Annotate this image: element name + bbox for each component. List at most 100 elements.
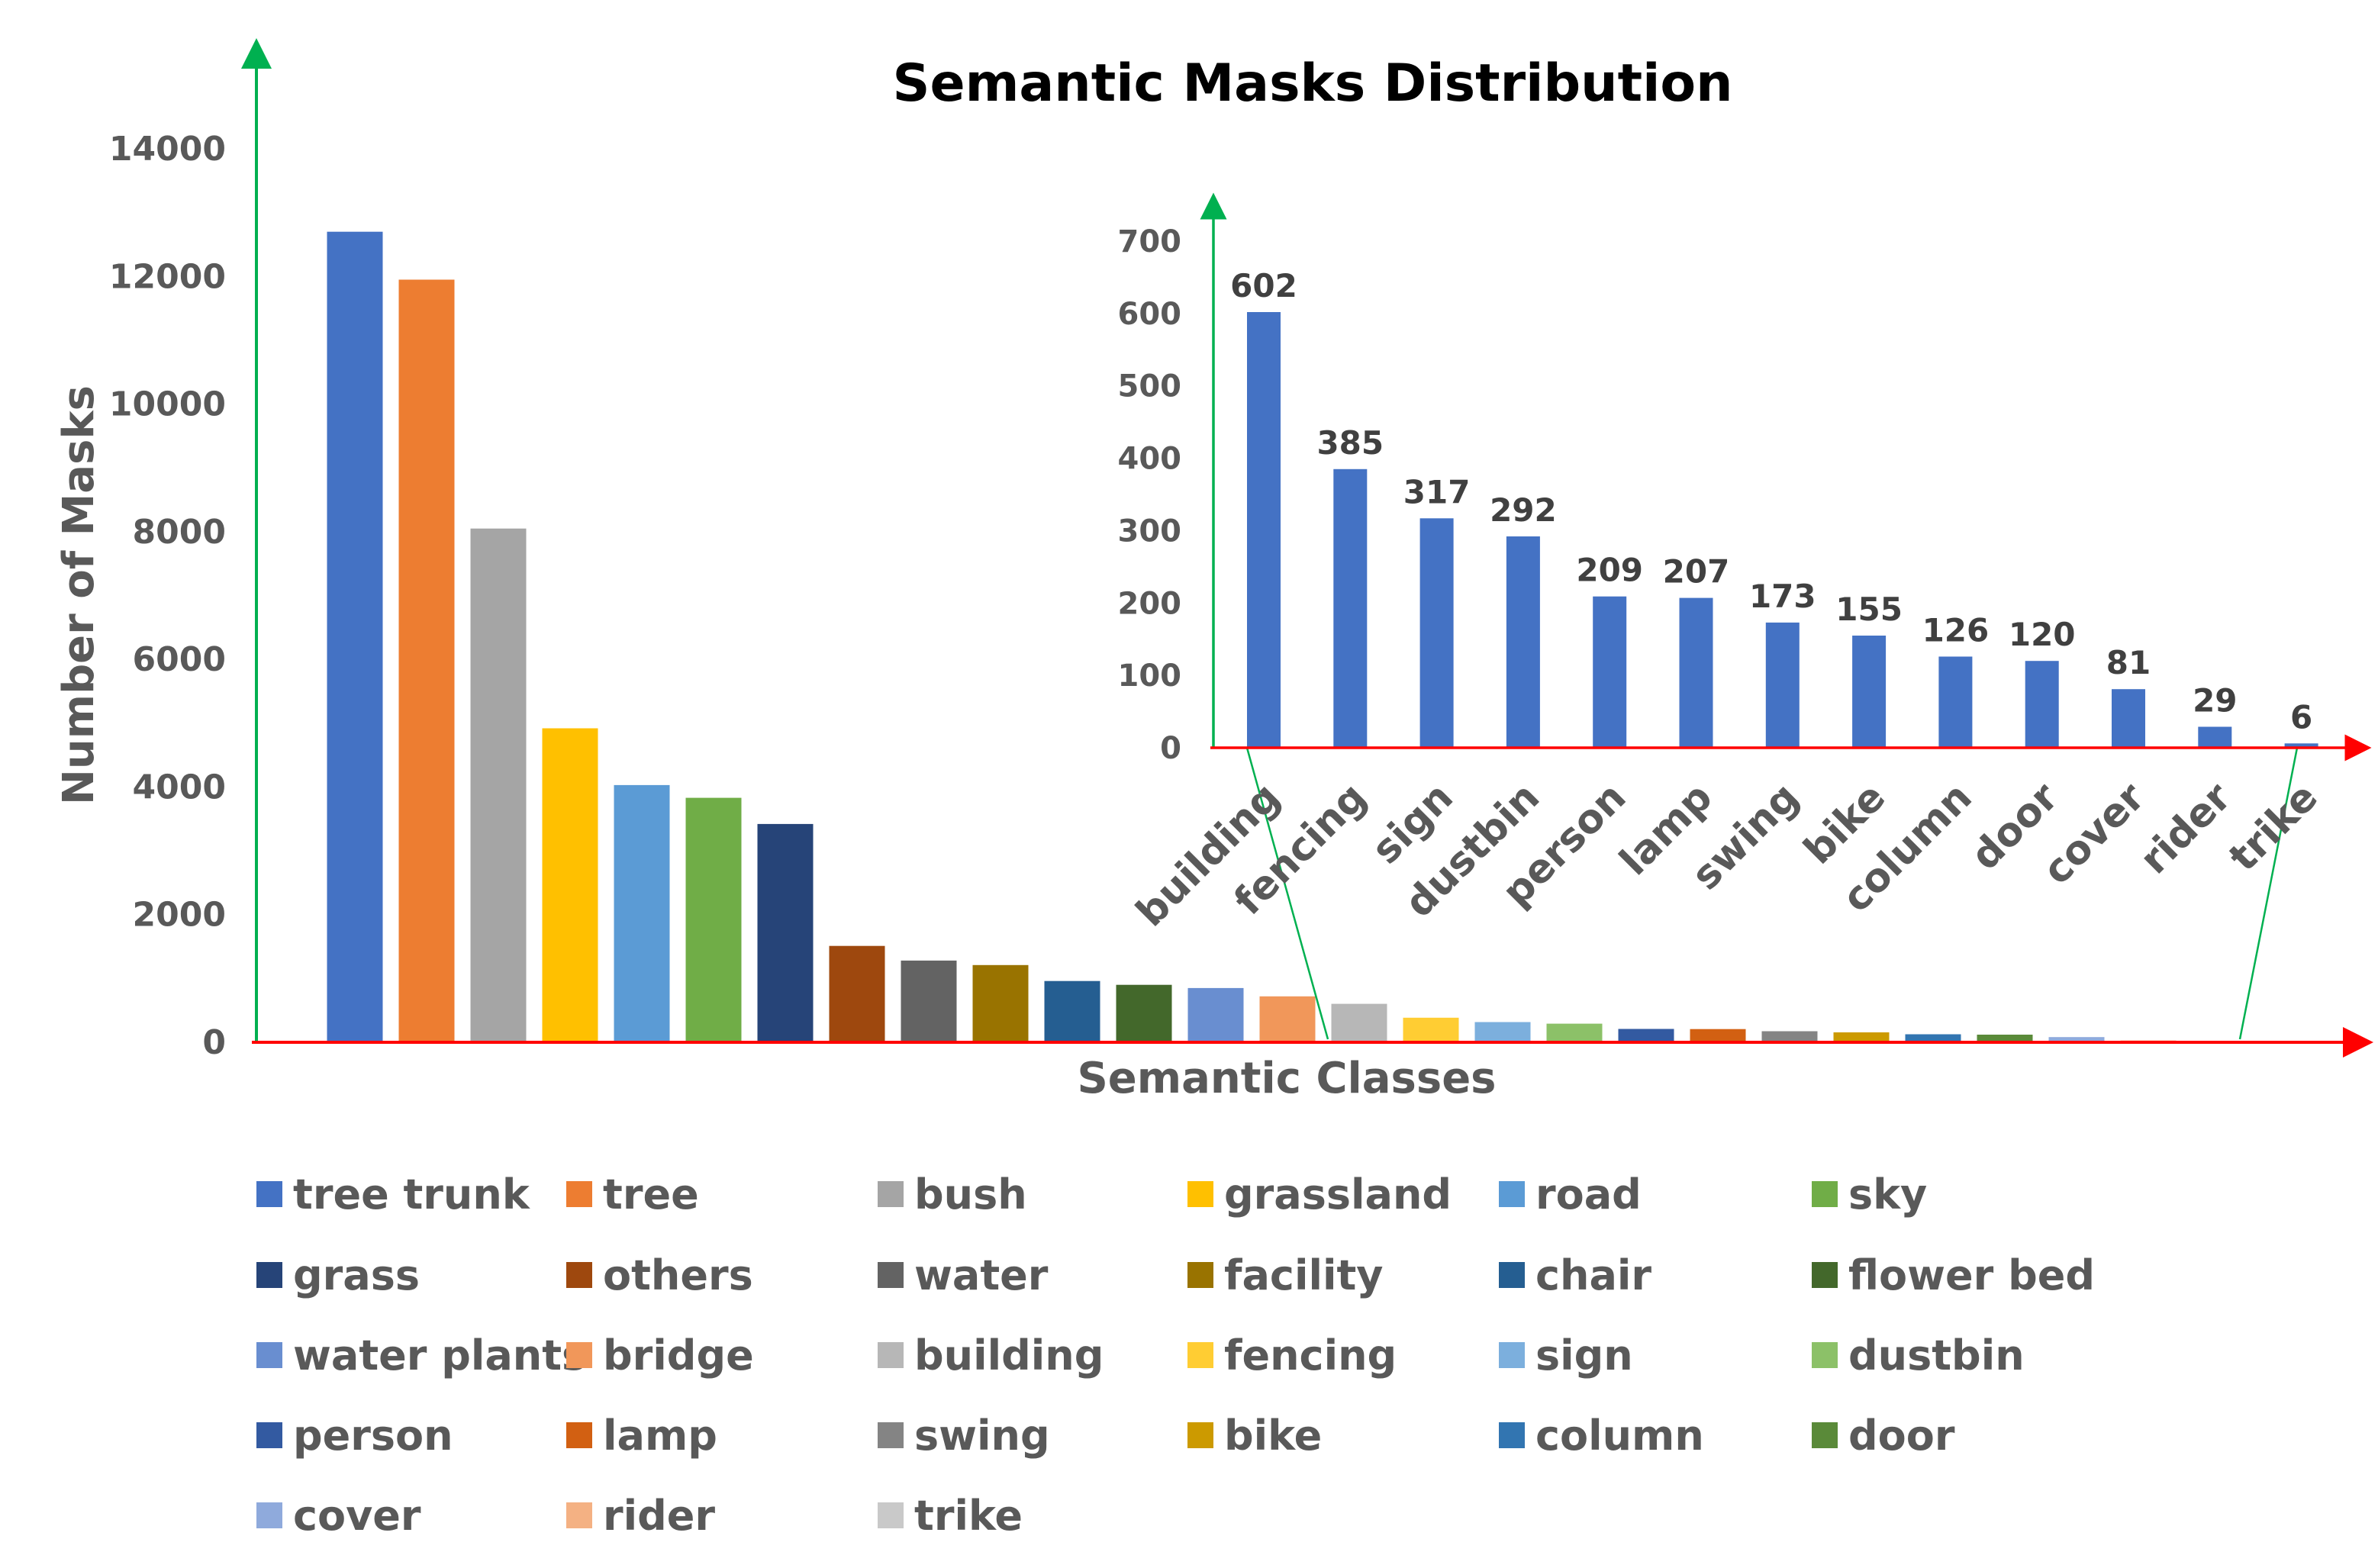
inset-bar bbox=[1679, 597, 1713, 748]
legend-label: bridge bbox=[603, 1331, 754, 1380]
inset-y-tick-label: 300 bbox=[1118, 514, 1182, 549]
inset-data-label: 120 bbox=[2009, 616, 2076, 653]
main-bar bbox=[470, 528, 527, 1042]
inset-y-ticks: 0 100 200 300 400 500 600 700 bbox=[1118, 224, 1182, 766]
main-bar bbox=[829, 945, 885, 1042]
main-bar bbox=[614, 784, 670, 1042]
legend-swatch bbox=[256, 1422, 282, 1448]
legend-label: grassland bbox=[1224, 1170, 1452, 1219]
y-axis-title: Number of Masks bbox=[54, 385, 104, 805]
main-bar bbox=[1259, 996, 1316, 1042]
legend-swatch bbox=[566, 1502, 592, 1528]
y-tick-label: 10000 bbox=[109, 385, 226, 424]
legend-swatch bbox=[1187, 1342, 1213, 1368]
main-bar bbox=[1403, 1017, 1459, 1042]
y-tick-label: 2000 bbox=[133, 896, 226, 935]
legend-swatch bbox=[566, 1181, 592, 1207]
main-bar bbox=[1905, 1034, 1961, 1042]
inset-bar bbox=[1247, 312, 1281, 748]
inset-bars: 602 385 317 292 209 207 173 155 126 120 81 29 6 bbox=[1230, 267, 2318, 748]
legend-swatch bbox=[878, 1342, 904, 1368]
main-bar bbox=[1116, 984, 1172, 1042]
legend-swatch bbox=[878, 1262, 904, 1288]
legend-swatch bbox=[878, 1181, 904, 1207]
inset-data-label: 126 bbox=[1922, 612, 1990, 649]
inset-data-label: 29 bbox=[2193, 682, 2237, 720]
legend-swatch bbox=[1812, 1262, 1838, 1288]
legend-label: road bbox=[1535, 1170, 1642, 1219]
inset-bar bbox=[1852, 636, 1887, 748]
main-bar bbox=[1546, 1023, 1603, 1042]
legend-label: flower bed bbox=[1848, 1251, 2095, 1299]
inset-data-label: 155 bbox=[1835, 591, 1903, 628]
main-bar bbox=[542, 728, 598, 1042]
inset-data-label: 81 bbox=[2106, 644, 2151, 681]
legend-label: building bbox=[914, 1331, 1104, 1380]
y-tick-label: 4000 bbox=[133, 768, 226, 807]
inset-data-label: 207 bbox=[1663, 553, 1730, 591]
main-bars bbox=[327, 231, 2248, 1043]
legend-swatch bbox=[1499, 1181, 1525, 1207]
main-bar bbox=[685, 797, 742, 1042]
y-tick-label: 14000 bbox=[109, 130, 226, 169]
legend-label: tree bbox=[603, 1170, 699, 1219]
legend-label: others bbox=[603, 1251, 753, 1299]
legend-swatch bbox=[1187, 1181, 1213, 1207]
inset-bar bbox=[2198, 726, 2232, 748]
y-tick-label: 6000 bbox=[133, 640, 226, 679]
legend-label: bush bbox=[914, 1170, 1027, 1219]
inset-y-tick-label: 500 bbox=[1118, 369, 1182, 404]
main-bar bbox=[1977, 1035, 2033, 1042]
inset-y-tick-label: 700 bbox=[1118, 224, 1182, 259]
legend-label: bike bbox=[1224, 1412, 1322, 1460]
chart-title: Semantic Masks Distribution bbox=[892, 53, 1732, 114]
legend-swatch bbox=[256, 1342, 282, 1368]
legend-swatch bbox=[566, 1422, 592, 1448]
inset-y-tick-label: 600 bbox=[1118, 297, 1182, 332]
legend-label: chair bbox=[1535, 1251, 1651, 1299]
legend-label: column bbox=[1535, 1412, 1704, 1460]
main-bar bbox=[2048, 1037, 2105, 1042]
inset-bar bbox=[2025, 661, 2059, 748]
inset-y-tick-label: 400 bbox=[1118, 442, 1182, 477]
inset-bar bbox=[1593, 596, 1627, 748]
x-axis-title: Semantic Classes bbox=[1077, 1054, 1496, 1103]
main-bar bbox=[757, 823, 814, 1042]
zoom-connector-right bbox=[2238, 747, 2299, 1040]
legend-label: facility bbox=[1224, 1251, 1384, 1299]
legend-label: sign bbox=[1535, 1331, 1633, 1380]
legend-swatch bbox=[1812, 1342, 1838, 1368]
y-tick-label: 8000 bbox=[133, 513, 226, 552]
legend-label: person bbox=[293, 1412, 453, 1460]
legend-label: dustbin bbox=[1848, 1331, 2025, 1380]
legend-swatch bbox=[566, 1342, 592, 1368]
legend: tree trunk tree bush grassland road sky grass o… bbox=[256, 1170, 2095, 1540]
zoom-connector-left bbox=[1245, 747, 1329, 1040]
inset-bar bbox=[1765, 622, 1800, 748]
main-bar bbox=[1690, 1029, 1746, 1042]
inset-data-label: 209 bbox=[1576, 552, 1643, 589]
legend-label: lamp bbox=[603, 1412, 717, 1460]
legend-swatch bbox=[256, 1262, 282, 1288]
inset-category-label: rider bbox=[2132, 774, 2241, 884]
legend-swatch bbox=[1499, 1342, 1525, 1368]
main-bar bbox=[972, 964, 1029, 1042]
legend-swatch bbox=[1499, 1422, 1525, 1448]
main-bar bbox=[1474, 1022, 1531, 1042]
legend-swatch bbox=[256, 1181, 282, 1207]
legend-label: fencing bbox=[1224, 1331, 1397, 1380]
inset-category-labels: buildingfencingsigndustbinpersonlampswin… bbox=[1128, 774, 2327, 936]
legend-swatch bbox=[878, 1422, 904, 1448]
legend-label: door bbox=[1848, 1412, 1955, 1460]
legend-label: tree trunk bbox=[293, 1170, 530, 1219]
legend-label: sky bbox=[1848, 1170, 1927, 1219]
inset-data-label: 385 bbox=[1316, 424, 1384, 462]
inset-bar bbox=[1506, 536, 1540, 748]
legend-swatch bbox=[256, 1502, 282, 1528]
main-y-ticks: 0 2000 4000 6000 8000 10000 12000 14000 bbox=[109, 130, 226, 1062]
main-bar bbox=[1761, 1031, 1818, 1042]
legend-swatch bbox=[878, 1502, 904, 1528]
y-tick-label: 0 bbox=[202, 1023, 226, 1062]
